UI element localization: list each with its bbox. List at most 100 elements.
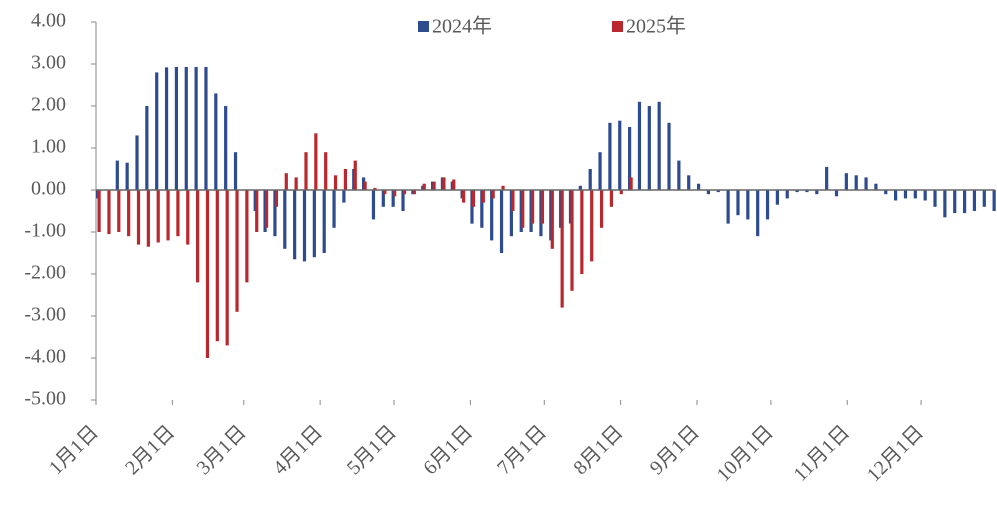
- bar: [491, 190, 495, 199]
- bar: [432, 181, 436, 190]
- bar: [972, 190, 977, 211]
- bar: [293, 190, 297, 260]
- legend-swatch: [612, 21, 623, 32]
- bar: [490, 190, 494, 241]
- x-tick-label: 4月1日: [269, 421, 327, 479]
- bar: [255, 190, 259, 232]
- y-tick-label: 1.00: [31, 136, 66, 158]
- bar: [481, 190, 485, 203]
- bar: [962, 190, 967, 214]
- bar: [874, 183, 878, 190]
- bar: [174, 66, 179, 190]
- bar: [982, 190, 986, 207]
- bar: [146, 190, 150, 247]
- bar: [135, 135, 139, 190]
- bar: [273, 190, 277, 237]
- bar: [233, 152, 238, 190]
- bar: [117, 190, 121, 232]
- bar: [383, 190, 387, 195]
- bar: [756, 190, 760, 237]
- bar: [304, 152, 308, 190]
- y-tick-label: 2.00: [31, 94, 66, 116]
- bar: [166, 190, 170, 241]
- bar: [805, 190, 809, 193]
- bar: [609, 190, 614, 207]
- bar: [894, 190, 898, 201]
- bar: [884, 190, 888, 195]
- bar: [125, 162, 129, 190]
- bar: [155, 72, 159, 190]
- bar: [864, 177, 868, 190]
- bar: [726, 190, 730, 224]
- bar: [913, 190, 917, 199]
- bar: [184, 66, 188, 190]
- bar: [302, 190, 307, 262]
- x-tick-label: 5月1日: [343, 421, 401, 479]
- bar: [343, 169, 348, 190]
- bar: [224, 106, 228, 190]
- x-tick-label: 12月1日: [863, 421, 928, 486]
- bar: [283, 190, 287, 249]
- bar: [736, 190, 740, 216]
- bar: [903, 190, 908, 199]
- bar: [332, 190, 336, 228]
- bar: [235, 190, 239, 312]
- bar: [145, 106, 149, 190]
- bar: [136, 190, 141, 245]
- x-tick-label: 8月1日: [569, 421, 627, 479]
- bar: [637, 101, 642, 190]
- bar: [590, 190, 594, 262]
- bar: [393, 190, 397, 197]
- x-tick-label: 2月1日: [121, 421, 179, 479]
- bar: [854, 175, 858, 190]
- bar: [442, 177, 446, 190]
- bar: [205, 190, 210, 358]
- x-tick-label: 10月1日: [713, 421, 778, 486]
- y-tick-label: -1.00: [24, 220, 66, 242]
- bar: [214, 93, 218, 190]
- bar: [480, 190, 484, 228]
- y-tick-label: 3.00: [31, 52, 66, 74]
- bar: [215, 190, 219, 342]
- bar: [599, 190, 604, 228]
- y-tick-label: -5.00: [24, 388, 66, 410]
- bar: [795, 190, 799, 193]
- bar: [540, 190, 545, 224]
- bar: [176, 190, 180, 237]
- bar: [284, 173, 288, 190]
- y-tick-label: 4.00: [31, 10, 66, 32]
- bar: [618, 120, 622, 190]
- bar: [381, 190, 385, 207]
- bar: [667, 122, 671, 190]
- bar: [499, 190, 504, 253]
- bar: [452, 179, 456, 190]
- bar: [550, 190, 554, 249]
- bar: [324, 152, 328, 190]
- bar: [785, 190, 789, 199]
- bar: [196, 190, 200, 283]
- bar: [186, 190, 190, 245]
- bar: [422, 183, 426, 190]
- bar: [127, 190, 131, 237]
- bar: [521, 190, 525, 228]
- bar: [371, 190, 376, 220]
- bar: [156, 190, 160, 243]
- bar: [647, 106, 651, 190]
- bar: [373, 187, 377, 190]
- bar: [194, 66, 198, 190]
- bar: [746, 190, 750, 220]
- y-tick-label: -3.00: [24, 304, 66, 326]
- x-tick-label: 3月1日: [193, 421, 251, 479]
- bar: [687, 175, 691, 190]
- bar: [333, 175, 338, 190]
- bar: [402, 190, 407, 195]
- bar: [107, 190, 111, 235]
- x-tick-label: 9月1日: [646, 421, 704, 479]
- x-tick-label: 11月1日: [789, 421, 854, 486]
- bar: [342, 190, 346, 203]
- bar: [264, 190, 269, 228]
- bar: [677, 160, 681, 190]
- bar: [363, 181, 367, 190]
- bar: [580, 190, 584, 274]
